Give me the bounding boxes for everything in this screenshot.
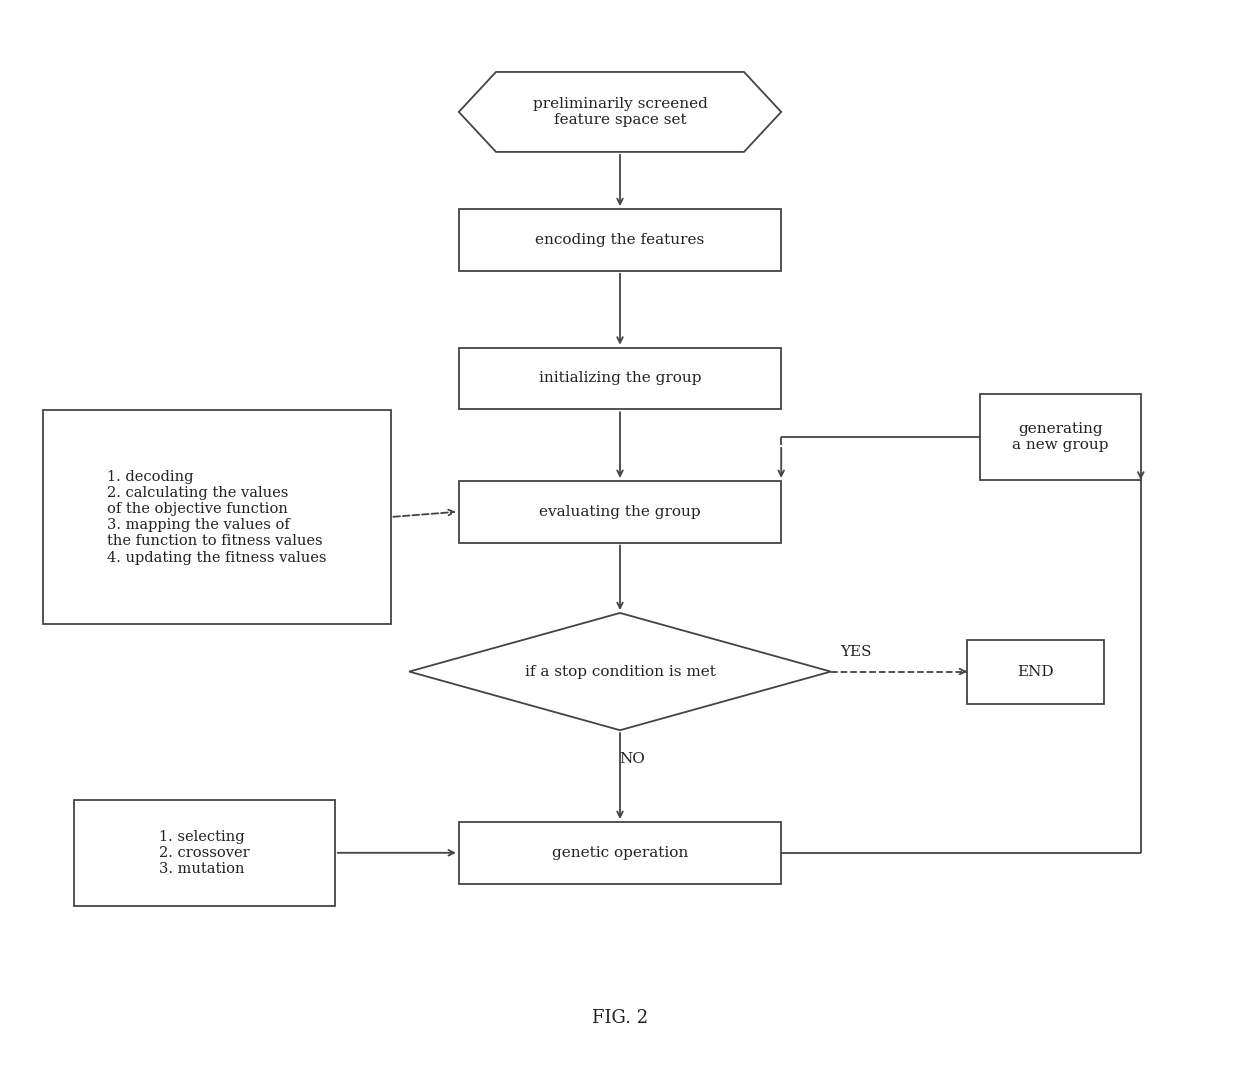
Text: initializing the group: initializing the group <box>538 371 702 386</box>
FancyBboxPatch shape <box>74 800 335 906</box>
Text: evaluating the group: evaluating the group <box>539 504 701 519</box>
Polygon shape <box>409 613 831 730</box>
Text: 1. decoding
2. calculating the values
of the objective function
3. mapping the v: 1. decoding 2. calculating the values of… <box>107 469 327 565</box>
FancyBboxPatch shape <box>459 348 781 409</box>
FancyBboxPatch shape <box>980 394 1141 480</box>
Text: genetic operation: genetic operation <box>552 845 688 860</box>
Text: if a stop condition is met: if a stop condition is met <box>525 664 715 679</box>
Text: NO: NO <box>620 752 645 765</box>
Text: YES: YES <box>841 645 872 659</box>
FancyBboxPatch shape <box>459 481 781 543</box>
FancyBboxPatch shape <box>459 822 781 884</box>
Text: generating
a new group: generating a new group <box>1012 422 1109 452</box>
Text: encoding the features: encoding the features <box>536 232 704 247</box>
Text: preliminarily screened
feature space set: preliminarily screened feature space set <box>532 97 708 127</box>
FancyBboxPatch shape <box>459 209 781 271</box>
FancyBboxPatch shape <box>43 410 391 624</box>
Text: 1. selecting
2. crossover
3. mutation: 1. selecting 2. crossover 3. mutation <box>159 829 250 876</box>
FancyBboxPatch shape <box>967 640 1104 704</box>
Text: FIG. 2: FIG. 2 <box>591 1010 649 1027</box>
Text: END: END <box>1017 664 1054 679</box>
Polygon shape <box>459 72 781 151</box>
